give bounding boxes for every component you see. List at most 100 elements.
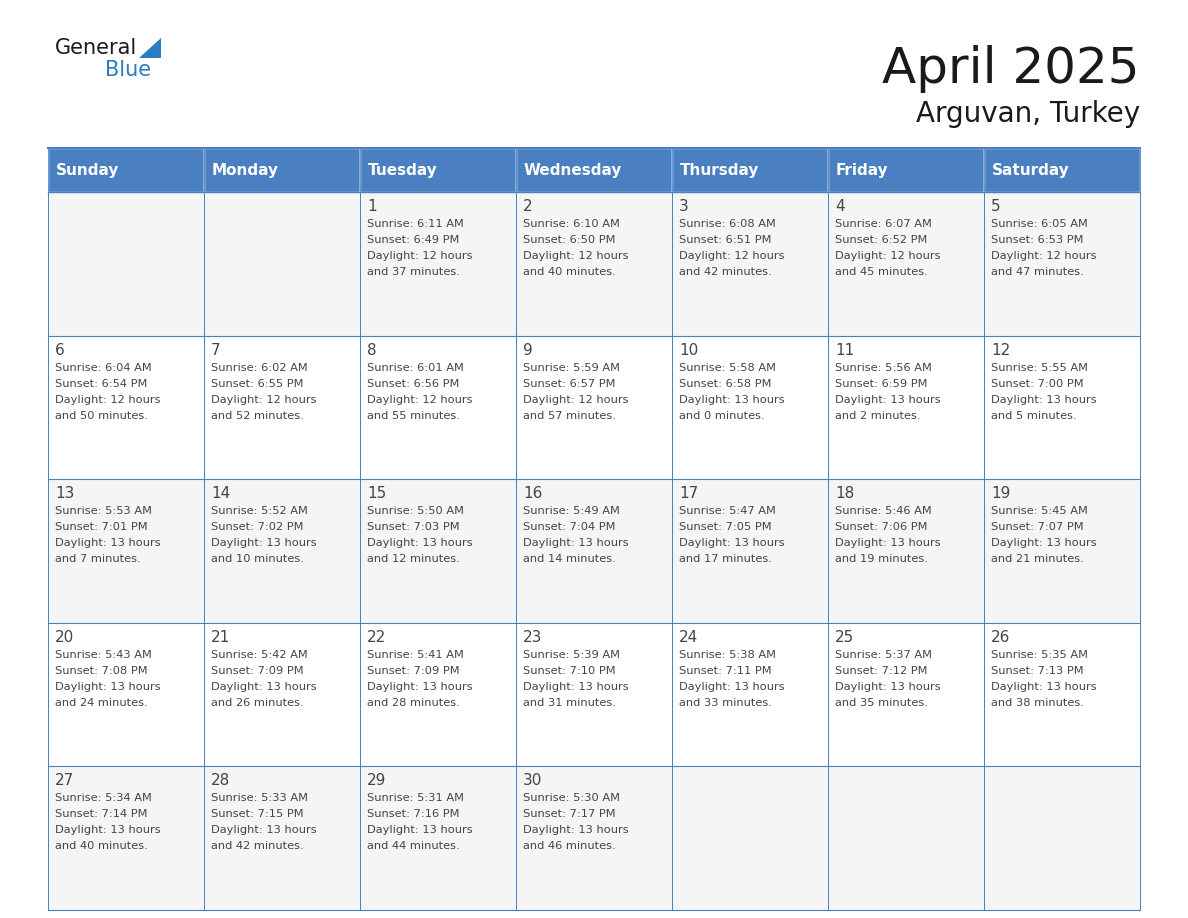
Text: 27: 27: [55, 773, 74, 789]
Bar: [672, 148, 828, 192]
Text: Thursday: Thursday: [680, 162, 759, 177]
Text: Sunset: 7:10 PM: Sunset: 7:10 PM: [523, 666, 615, 676]
Text: Daylight: 13 hours: Daylight: 13 hours: [367, 825, 473, 835]
Bar: [672, 192, 828, 336]
Bar: [204, 192, 360, 336]
Text: Sunrise: 5:34 AM: Sunrise: 5:34 AM: [55, 793, 152, 803]
Bar: [672, 622, 828, 767]
Text: and 21 minutes.: and 21 minutes.: [991, 554, 1083, 565]
Text: Sunset: 7:14 PM: Sunset: 7:14 PM: [55, 810, 147, 820]
Text: Sunset: 7:05 PM: Sunset: 7:05 PM: [680, 522, 772, 532]
Text: Sunset: 7:04 PM: Sunset: 7:04 PM: [523, 522, 615, 532]
Text: Sunset: 7:00 PM: Sunset: 7:00 PM: [991, 378, 1083, 388]
Text: Sunset: 6:50 PM: Sunset: 6:50 PM: [523, 235, 615, 245]
Text: Sunrise: 5:56 AM: Sunrise: 5:56 AM: [835, 363, 931, 373]
Text: 24: 24: [680, 630, 699, 644]
Text: Daylight: 12 hours: Daylight: 12 hours: [991, 251, 1097, 261]
Text: Sunset: 7:06 PM: Sunset: 7:06 PM: [835, 522, 928, 532]
Bar: [672, 336, 828, 479]
Text: Daylight: 12 hours: Daylight: 12 hours: [55, 395, 160, 405]
Text: 26: 26: [991, 630, 1010, 644]
Text: Daylight: 13 hours: Daylight: 13 hours: [211, 538, 317, 548]
Text: and 37 minutes.: and 37 minutes.: [367, 267, 460, 277]
Bar: [516, 336, 672, 479]
Text: and 40 minutes.: and 40 minutes.: [55, 842, 147, 851]
Bar: [360, 148, 516, 192]
Text: and 47 minutes.: and 47 minutes.: [991, 267, 1083, 277]
Text: and 0 minutes.: and 0 minutes.: [680, 410, 765, 420]
Bar: [48, 479, 204, 622]
Text: Sunrise: 5:45 AM: Sunrise: 5:45 AM: [991, 506, 1088, 516]
Text: Daylight: 12 hours: Daylight: 12 hours: [835, 251, 941, 261]
Text: and 40 minutes.: and 40 minutes.: [523, 267, 615, 277]
Text: Sunrise: 5:37 AM: Sunrise: 5:37 AM: [835, 650, 933, 660]
Text: Sunrise: 5:42 AM: Sunrise: 5:42 AM: [211, 650, 308, 660]
Text: Daylight: 13 hours: Daylight: 13 hours: [55, 682, 160, 692]
Bar: [672, 479, 828, 622]
Text: 8: 8: [367, 342, 377, 358]
Text: Sunrise: 6:11 AM: Sunrise: 6:11 AM: [367, 219, 463, 229]
Text: 30: 30: [523, 773, 543, 789]
Bar: [204, 336, 360, 479]
Text: and 42 minutes.: and 42 minutes.: [211, 842, 304, 851]
Text: Sunset: 7:16 PM: Sunset: 7:16 PM: [367, 810, 460, 820]
Text: Sunset: 6:53 PM: Sunset: 6:53 PM: [991, 235, 1083, 245]
Bar: [48, 148, 204, 192]
Text: Sunrise: 6:05 AM: Sunrise: 6:05 AM: [991, 219, 1088, 229]
Text: Friday: Friday: [836, 162, 889, 177]
Text: 4: 4: [835, 199, 845, 214]
Text: Sunset: 7:07 PM: Sunset: 7:07 PM: [991, 522, 1083, 532]
Text: Daylight: 13 hours: Daylight: 13 hours: [835, 538, 941, 548]
Text: and 24 minutes.: and 24 minutes.: [55, 698, 147, 708]
Text: Sunrise: 5:47 AM: Sunrise: 5:47 AM: [680, 506, 776, 516]
Text: Daylight: 13 hours: Daylight: 13 hours: [211, 825, 317, 835]
Text: General: General: [55, 38, 138, 58]
Text: Daylight: 13 hours: Daylight: 13 hours: [991, 538, 1097, 548]
Bar: [828, 148, 984, 192]
Text: and 31 minutes.: and 31 minutes.: [523, 698, 615, 708]
Bar: [828, 336, 984, 479]
Bar: [48, 336, 204, 479]
Text: and 35 minutes.: and 35 minutes.: [835, 698, 928, 708]
Text: Sunrise: 6:08 AM: Sunrise: 6:08 AM: [680, 219, 776, 229]
Text: and 50 minutes.: and 50 minutes.: [55, 410, 147, 420]
Text: and 19 minutes.: and 19 minutes.: [835, 554, 928, 565]
Text: 18: 18: [835, 487, 854, 501]
Bar: [828, 479, 984, 622]
Bar: [828, 622, 984, 767]
Text: Daylight: 13 hours: Daylight: 13 hours: [835, 395, 941, 405]
Bar: [204, 148, 360, 192]
Bar: [984, 767, 1140, 910]
Text: Sunrise: 6:04 AM: Sunrise: 6:04 AM: [55, 363, 152, 373]
Text: Tuesday: Tuesday: [368, 162, 437, 177]
Text: Sunset: 7:09 PM: Sunset: 7:09 PM: [367, 666, 460, 676]
Text: Sunset: 7:08 PM: Sunset: 7:08 PM: [55, 666, 147, 676]
Text: Sunset: 7:11 PM: Sunset: 7:11 PM: [680, 666, 772, 676]
Text: Sunrise: 5:39 AM: Sunrise: 5:39 AM: [523, 650, 620, 660]
Text: and 52 minutes.: and 52 minutes.: [211, 410, 304, 420]
Text: and 28 minutes.: and 28 minutes.: [367, 698, 460, 708]
Text: Sunrise: 5:33 AM: Sunrise: 5:33 AM: [211, 793, 308, 803]
Text: 10: 10: [680, 342, 699, 358]
Text: Daylight: 13 hours: Daylight: 13 hours: [523, 682, 628, 692]
Text: Daylight: 13 hours: Daylight: 13 hours: [680, 538, 784, 548]
Text: Sunrise: 5:31 AM: Sunrise: 5:31 AM: [367, 793, 465, 803]
Text: and 42 minutes.: and 42 minutes.: [680, 267, 772, 277]
Text: Sunrise: 5:58 AM: Sunrise: 5:58 AM: [680, 363, 776, 373]
Text: Daylight: 13 hours: Daylight: 13 hours: [55, 825, 160, 835]
Text: Arguvan, Turkey: Arguvan, Turkey: [916, 100, 1140, 128]
Bar: [360, 192, 516, 336]
Text: Sunrise: 5:35 AM: Sunrise: 5:35 AM: [991, 650, 1088, 660]
Text: Daylight: 13 hours: Daylight: 13 hours: [367, 538, 473, 548]
Text: Daylight: 13 hours: Daylight: 13 hours: [680, 395, 784, 405]
Bar: [360, 479, 516, 622]
Bar: [984, 192, 1140, 336]
Text: Saturday: Saturday: [992, 162, 1069, 177]
Text: and 10 minutes.: and 10 minutes.: [211, 554, 304, 565]
Text: Sunset: 6:57 PM: Sunset: 6:57 PM: [523, 378, 615, 388]
Text: Sunrise: 6:02 AM: Sunrise: 6:02 AM: [211, 363, 308, 373]
Text: 9: 9: [523, 342, 532, 358]
Text: Sunset: 6:49 PM: Sunset: 6:49 PM: [367, 235, 460, 245]
Text: and 44 minutes.: and 44 minutes.: [367, 842, 460, 851]
Bar: [204, 479, 360, 622]
